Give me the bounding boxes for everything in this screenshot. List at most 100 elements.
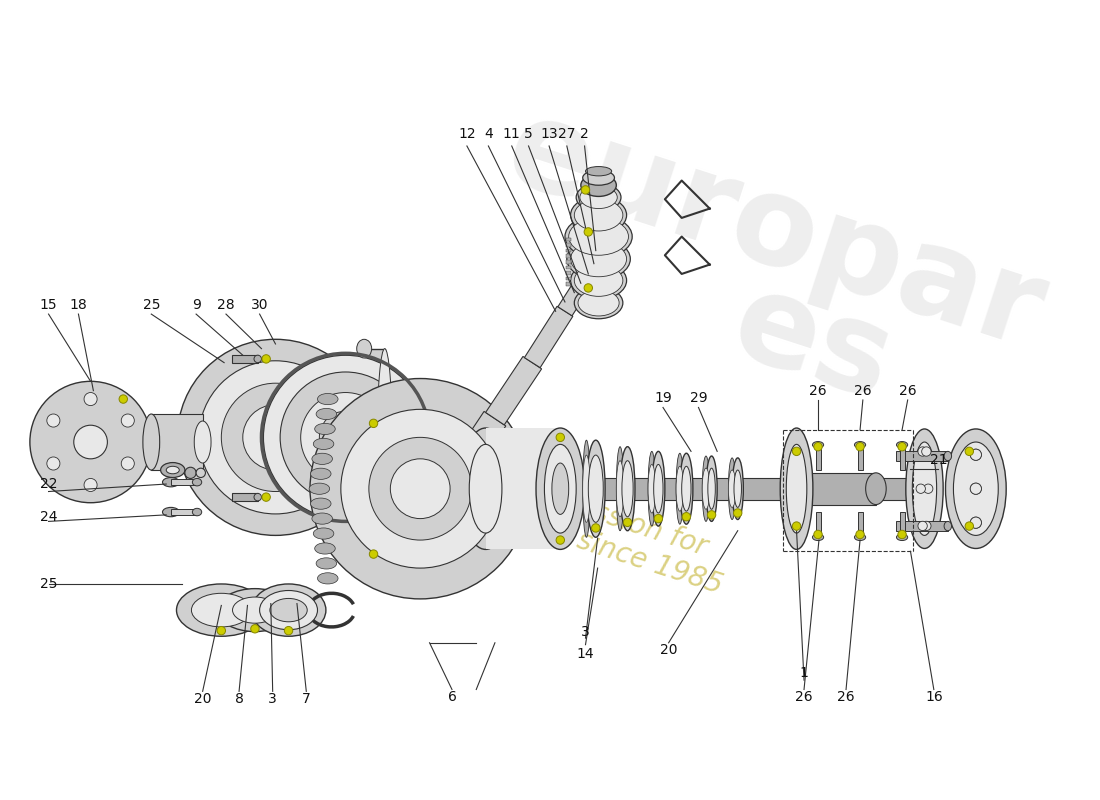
Text: 14: 14 [576, 647, 594, 661]
Circle shape [654, 514, 662, 522]
Circle shape [300, 393, 390, 482]
Ellipse shape [653, 465, 663, 513]
Ellipse shape [163, 478, 179, 487]
Ellipse shape [312, 513, 332, 524]
Text: 18: 18 [69, 298, 87, 312]
Circle shape [557, 433, 564, 442]
Ellipse shape [166, 466, 179, 474]
Ellipse shape [896, 442, 907, 448]
Circle shape [970, 449, 981, 460]
Bar [816, 446, 821, 470]
Bar [796, 473, 876, 505]
Ellipse shape [309, 483, 330, 494]
Circle shape [121, 414, 134, 427]
Circle shape [922, 522, 931, 530]
Bar [858, 446, 862, 470]
Text: 12: 12 [458, 127, 475, 141]
Polygon shape [485, 357, 541, 425]
Text: a passion for
parts since 1985: a passion for parts since 1985 [497, 471, 736, 600]
Ellipse shape [676, 466, 683, 511]
Circle shape [262, 493, 271, 502]
Ellipse shape [588, 455, 603, 522]
Text: europar: europar [492, 88, 1058, 375]
Circle shape [199, 361, 352, 514]
Ellipse shape [855, 534, 866, 541]
Text: 26: 26 [810, 384, 827, 398]
Ellipse shape [176, 584, 266, 636]
Circle shape [814, 530, 822, 538]
Circle shape [898, 442, 906, 451]
Text: 22: 22 [40, 477, 57, 491]
Text: 25: 25 [143, 298, 160, 312]
Circle shape [557, 536, 564, 544]
Circle shape [262, 354, 271, 363]
Circle shape [251, 625, 260, 633]
Ellipse shape [254, 494, 262, 501]
Circle shape [581, 186, 590, 194]
Ellipse shape [583, 455, 591, 522]
Circle shape [47, 457, 59, 470]
Ellipse shape [315, 423, 336, 434]
Ellipse shape [866, 473, 887, 505]
Ellipse shape [232, 597, 277, 623]
Circle shape [792, 447, 801, 455]
Ellipse shape [569, 218, 628, 255]
Text: 27: 27 [558, 127, 575, 141]
Ellipse shape [896, 534, 907, 541]
Bar [565, 266, 571, 270]
Ellipse shape [315, 543, 336, 554]
Ellipse shape [676, 454, 683, 524]
Circle shape [196, 468, 206, 478]
Ellipse shape [707, 468, 715, 510]
Circle shape [84, 478, 97, 491]
Ellipse shape [192, 508, 201, 516]
Ellipse shape [536, 428, 584, 550]
Ellipse shape [912, 442, 936, 535]
Ellipse shape [377, 349, 393, 526]
Ellipse shape [314, 528, 333, 539]
Circle shape [970, 483, 981, 494]
Ellipse shape [583, 440, 591, 538]
Text: 1: 1 [800, 666, 808, 680]
Circle shape [917, 522, 927, 530]
Text: 2: 2 [580, 127, 588, 141]
Ellipse shape [576, 183, 621, 211]
Ellipse shape [780, 428, 813, 550]
Ellipse shape [574, 265, 623, 296]
Circle shape [970, 517, 981, 528]
Circle shape [261, 422, 290, 452]
Ellipse shape [574, 199, 623, 231]
Ellipse shape [260, 590, 318, 630]
Ellipse shape [680, 454, 693, 524]
Text: 7: 7 [301, 692, 310, 706]
Text: 11: 11 [503, 127, 520, 141]
Circle shape [84, 393, 97, 406]
Ellipse shape [620, 446, 635, 530]
Ellipse shape [191, 594, 251, 627]
Ellipse shape [585, 166, 612, 176]
Ellipse shape [310, 468, 331, 479]
Ellipse shape [813, 442, 824, 448]
Text: 6: 6 [448, 690, 456, 704]
Circle shape [970, 483, 981, 494]
Ellipse shape [314, 438, 333, 450]
Circle shape [970, 449, 981, 460]
Ellipse shape [706, 456, 717, 522]
Circle shape [280, 372, 411, 502]
Ellipse shape [855, 442, 866, 448]
Ellipse shape [566, 238, 630, 279]
Circle shape [263, 355, 428, 519]
Ellipse shape [571, 197, 627, 234]
Ellipse shape [905, 429, 943, 549]
Ellipse shape [192, 478, 201, 486]
Text: 30: 30 [251, 298, 268, 312]
Polygon shape [525, 306, 573, 368]
Text: 26: 26 [899, 384, 916, 398]
Ellipse shape [470, 444, 502, 533]
Ellipse shape [318, 573, 338, 584]
Ellipse shape [702, 456, 710, 522]
Text: 4: 4 [484, 127, 493, 141]
Circle shape [119, 395, 128, 403]
Bar [170, 479, 197, 485]
Ellipse shape [586, 440, 605, 538]
